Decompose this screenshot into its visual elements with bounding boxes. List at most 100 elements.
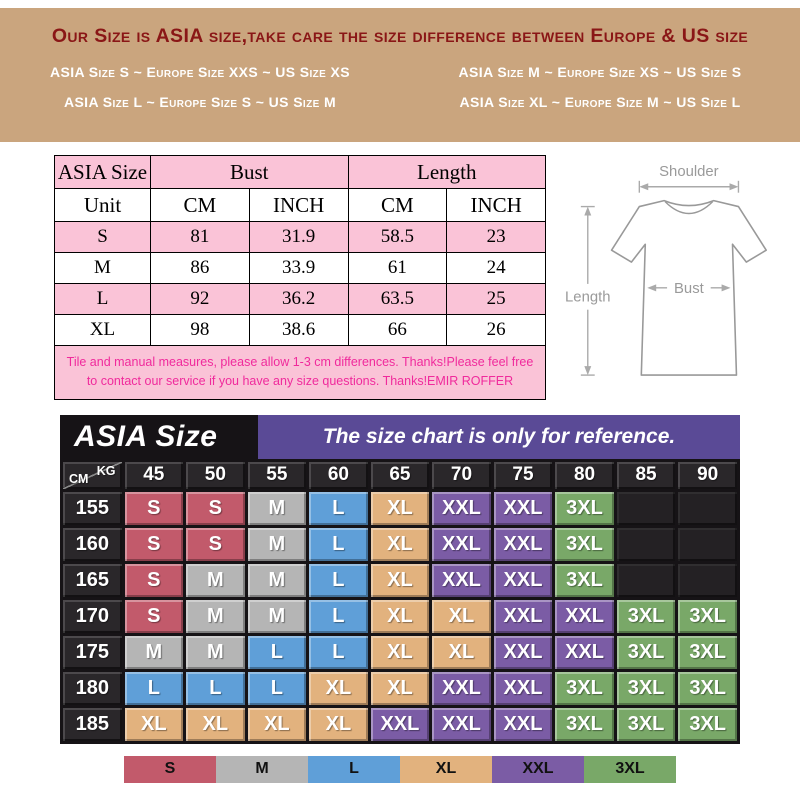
size-cell: 3XL	[678, 599, 737, 633]
size-cell: XXL	[493, 707, 553, 741]
bust-header: Bust	[150, 155, 349, 189]
measure-cell: L	[54, 283, 151, 315]
unit-cell: CM	[347, 188, 448, 222]
size-cell: M	[247, 491, 307, 525]
size-cell: S	[186, 491, 245, 525]
measure-cell: 58.5	[347, 221, 448, 253]
size-cell: S	[124, 563, 184, 597]
size-equivalence-grid: ASIA Size S ~ Europe Size XXS ~ US Size …	[0, 64, 800, 110]
size-cell: XL	[370, 527, 430, 561]
measurement-table: ASIA Size Bust Length Unit CM INCH CM INCH S…	[54, 155, 546, 400]
size-cell: L	[186, 671, 245, 705]
measure-row: M 86 33.9 61 24	[54, 252, 546, 284]
size-cell: 3XL	[616, 671, 676, 705]
height-header-cell: 165	[63, 563, 122, 597]
matrix-row: 175 M M L L XL XL XXL XXL 3XL 3XL	[63, 635, 737, 669]
matrix-row: 185 XL XL XL XL XXL XXL XXL 3XL 3XL 3XL	[63, 707, 737, 741]
legend-item: S	[124, 755, 216, 783]
equivalence-line-m: ASIA Size M ~ Europe Size XS ~ US Size S	[458, 64, 742, 80]
size-cell: XXL	[432, 671, 491, 705]
weight-header-cell: 65	[370, 461, 430, 489]
measure-note: Tile and manual measures, please allow 1…	[54, 345, 546, 400]
legend-item: M	[216, 755, 308, 783]
size-cell: XXL	[370, 707, 430, 741]
size-cell: 3XL	[616, 707, 676, 741]
measure-cell: 66	[347, 314, 448, 346]
size-cell: 3XL	[555, 527, 614, 561]
size-cell: XL	[309, 707, 368, 741]
size-cell: L	[309, 563, 368, 597]
measure-note-row: Tile and manual measures, please allow 1…	[54, 345, 546, 400]
height-header-cell: 155	[63, 491, 122, 525]
chart-header: ASIA Size The size chart is only for ref…	[60, 414, 740, 459]
measure-cell: M	[54, 252, 151, 284]
weight-header-cell: 75	[493, 461, 553, 489]
unit-cell: Unit	[54, 188, 151, 222]
height-header-cell: 175	[63, 635, 122, 669]
size-cell: M	[186, 599, 245, 633]
size-cell: XXL	[493, 527, 553, 561]
weight-header-cell: 90	[678, 461, 737, 489]
legend-item: XL	[400, 755, 492, 783]
size-cell: XXL	[493, 599, 553, 633]
size-cell: XXL	[432, 707, 491, 741]
measure-cell: 26	[446, 314, 546, 346]
size-cell: 3XL	[678, 707, 737, 741]
height-header-cell: 170	[63, 599, 122, 633]
measure-cell: 25	[446, 283, 546, 315]
size-cell: XXL	[432, 491, 491, 525]
unit-cell: CM	[150, 188, 250, 222]
size-cell: XL	[124, 707, 184, 741]
size-cell: L	[124, 671, 184, 705]
size-cell: M	[186, 635, 245, 669]
measure-cell: 33.9	[248, 252, 349, 284]
weight-header-cell: 85	[616, 461, 676, 489]
empty-cell	[678, 563, 737, 597]
matrix-header-row: KG CM 45 50 55 60 65 70 75 80 85 90	[63, 461, 737, 489]
size-cell: XXL	[555, 635, 614, 669]
height-header-cell: 180	[63, 671, 122, 705]
weight-header-cell: 80	[555, 461, 614, 489]
size-cell: M	[186, 563, 245, 597]
size-cell: 3XL	[555, 491, 614, 525]
size-cell: XL	[309, 671, 368, 705]
bust-label: Bust	[674, 281, 705, 297]
size-cell: XL	[432, 599, 491, 633]
size-cell: XXL	[493, 491, 553, 525]
measure-cell: 38.6	[248, 314, 349, 346]
matrix-row: 160 S S M L XL XXL XXL 3XL	[63, 527, 737, 561]
measure-cell: 86	[150, 252, 250, 284]
measure-cell: 31.9	[248, 221, 349, 253]
size-cell: 3XL	[678, 671, 737, 705]
measure-cell: 61	[347, 252, 448, 284]
chart-subtitle: The size chart is only for reference.	[258, 414, 740, 459]
size-cell: 3XL	[616, 635, 676, 669]
length-arrow	[580, 205, 595, 376]
empty-cell	[616, 491, 676, 525]
height-header-cell: 160	[63, 527, 122, 561]
size-cell: L	[247, 671, 307, 705]
length-label: Length	[565, 290, 610, 306]
size-cell: XL	[370, 563, 430, 597]
chart-title: ASIA Size	[60, 414, 258, 459]
size-legend: S M L XL XXL 3XL	[60, 755, 740, 783]
measurement-section: ASIA Size Bust Length Unit CM INCH CM INCH S…	[54, 155, 800, 400]
empty-cell	[678, 527, 737, 561]
unit-cell: INCH	[248, 188, 349, 222]
size-cell: 3XL	[616, 599, 676, 633]
legend-item: XXL	[492, 755, 584, 783]
weight-height-size-chart: ASIA Size The size chart is only for ref…	[60, 414, 740, 783]
measure-row: XL 98 38.6 66 26	[54, 314, 546, 346]
measure-row: L 92 36.2 63.5 25	[54, 283, 546, 315]
measure-cell: XL	[54, 314, 151, 346]
size-cell: XXL	[555, 599, 614, 633]
size-cell: XL	[247, 707, 307, 741]
matrix-row: 180 L L L XL XL XXL XXL 3XL 3XL 3XL	[63, 671, 737, 705]
size-cell: XXL	[432, 527, 491, 561]
legend-item: L	[308, 755, 400, 783]
size-cell: XXL	[493, 563, 553, 597]
size-cell: L	[309, 491, 368, 525]
size-cell: 3XL	[678, 635, 737, 669]
measure-cell: 63.5	[347, 283, 448, 315]
length-header: Length	[347, 155, 546, 189]
